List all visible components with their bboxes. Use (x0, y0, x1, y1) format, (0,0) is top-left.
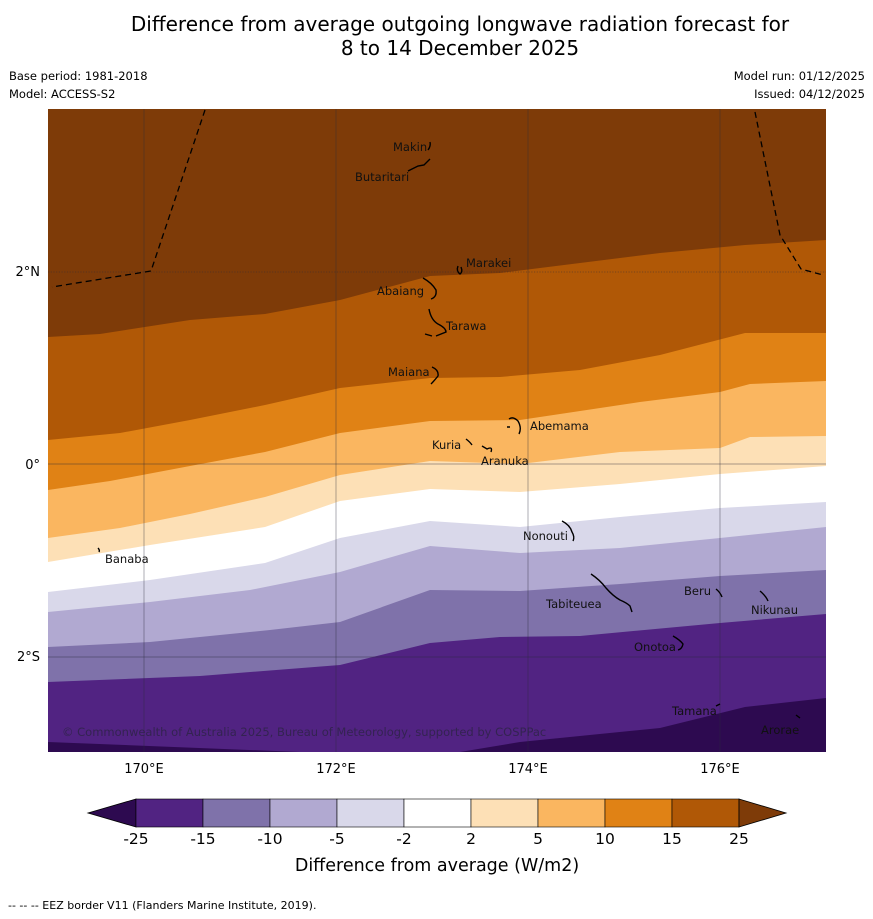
label-nonouti: Nonouti (523, 529, 568, 543)
island-tarawa-outline (424, 308, 447, 337)
colorbar-tick-labels: -25 -15 -10 -5 -2 2 5 10 15 25 (123, 830, 749, 848)
base-period: Base period: 1981-2018 (9, 69, 148, 83)
island-nonouti-outline (561, 520, 575, 542)
label-tarawa: Tarawa (445, 319, 486, 333)
colorbar-cell (403, 798, 472, 828)
meta-right: Model run: 01/12/2025 Issued: 04/12/2025 (734, 67, 865, 103)
colorbar-cell (671, 798, 740, 828)
label-nikunau: Nikunau (751, 603, 798, 617)
title-line-1: Difference from average outgoing longwav… (130, 12, 790, 36)
island-onotoa-outline (672, 635, 684, 651)
colorbar-tick-label: 15 (662, 830, 682, 848)
lon-tick-172e: 172°E (316, 762, 356, 777)
colorbar-tick-label: 25 (729, 830, 749, 848)
island-kuria-outline (465, 438, 473, 446)
colorbar-cells (86, 798, 788, 828)
colorbar-extend-min (86, 798, 137, 828)
model-name: Model: ACCESS-S2 (9, 87, 116, 101)
eez-border-note: -- -- -- EEZ border V11 (Flanders Marine… (8, 899, 317, 912)
band-dark-orange (48, 109, 826, 337)
label-onotoa: Onotoa (634, 640, 676, 654)
island-abemama-outline (507, 417, 521, 435)
label-makin: Makin (393, 140, 427, 154)
island-banaba-outline (97, 547, 101, 553)
lon-ticks: 170°E 172°E 174°E 176°E (124, 762, 740, 777)
meta-left: Base period: 1981-2018 Model: ACCESS-S2 (9, 67, 148, 103)
island-outlines (97, 141, 801, 719)
label-butaritari: Butaritari (355, 170, 409, 184)
island-maiana-outline (430, 366, 439, 385)
colorbar-cell (336, 798, 405, 828)
island-arorae-outline (795, 714, 801, 719)
issued-date: Issued: 04/12/2025 (754, 87, 865, 101)
lat-tick-0: 0° (25, 458, 40, 473)
island-butaritari-outline (407, 158, 431, 172)
lon-tick-170e: 170°E (124, 762, 164, 777)
colorbar-cell (269, 798, 338, 828)
island-marakei-outline (456, 265, 463, 275)
olr-anomaly-field (48, 109, 826, 752)
colorbar-tick-label: -5 (329, 830, 344, 848)
island-aranuka-outline (481, 445, 493, 453)
colorbar-tick-label: 5 (533, 830, 543, 848)
colorbar-tick-label: 2 (466, 830, 476, 848)
lon-tick-174e: 174°E (508, 762, 548, 777)
lat-tick-2n: 2°N (16, 265, 41, 280)
label-kuria: Kuria (432, 438, 461, 452)
label-maiana: Maiana (388, 365, 430, 379)
colorbar-extend-max (738, 798, 788, 828)
eez-border (51, 109, 824, 288)
island-beru-outline (715, 588, 723, 598)
title-line-2: 8 to 14 December 2025 (340, 36, 580, 60)
island-makin-outline (427, 141, 431, 151)
place-labels: Makin Butaritari Marakei Abaiang Tarawa … (105, 140, 799, 737)
label-arorae: Arorae (761, 723, 799, 737)
island-tabiteuea-outline (590, 573, 633, 613)
colorbar-tick-label: -25 (123, 830, 148, 848)
label-marakei: Marakei (466, 256, 511, 270)
chart-title: Difference from average outgoing longwav… (0, 12, 873, 60)
label-aranuka: Aranuka (481, 454, 529, 468)
label-tabiteuea: Tabiteuea (545, 597, 602, 611)
colorbar-tick-label: -2 (396, 830, 411, 848)
colorbar-tick-label: -10 (257, 830, 282, 848)
copyright-notice: © Commonwealth of Australia 2025, Bureau… (62, 725, 546, 739)
colorbar-title: Difference from average (W/m2) (295, 856, 579, 876)
lat-tick-2s: 2°S (17, 650, 40, 665)
colorbar-cell (537, 798, 606, 828)
lon-tick-176e: 176°E (700, 762, 740, 777)
lat-ticks: 2°N 0° 2°S (16, 265, 41, 665)
colorbar-cell (202, 798, 271, 828)
island-nikunau-outline (759, 590, 769, 602)
island-tamana-outline (715, 703, 721, 707)
label-abaiang: Abaiang (377, 284, 424, 298)
colorbar-tick-label: -15 (190, 830, 215, 848)
label-tamana: Tamana (671, 704, 717, 718)
colorbar-cell (604, 798, 673, 828)
map-figure: Makin Butaritari Marakei Abaiang Tarawa … (16, 109, 826, 876)
colorbar-tick-label: 10 (595, 830, 615, 848)
label-banaba: Banaba (105, 552, 149, 566)
colorbar-cell (135, 798, 204, 828)
graticule (48, 109, 826, 752)
colorbar-cell (470, 798, 539, 828)
island-abaiang-outline (422, 277, 437, 300)
colorbar: -25 -15 -10 -5 -2 2 5 10 15 25 Difference from av… (86, 798, 788, 876)
model-run: Model run: 01/12/2025 (733, 69, 865, 83)
label-abemama: Abemama (530, 419, 589, 433)
label-beru: Beru (684, 584, 711, 598)
